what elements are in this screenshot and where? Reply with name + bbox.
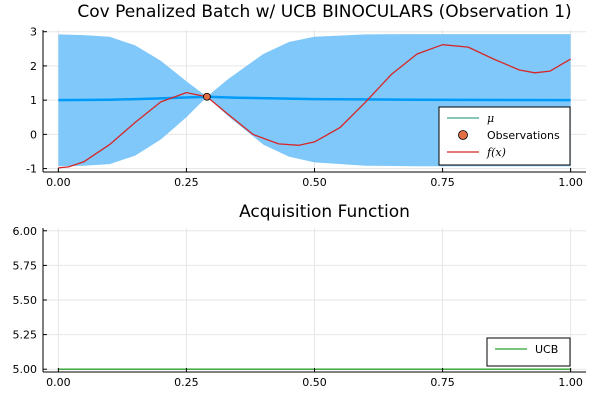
legend-box — [486, 337, 571, 367]
chart-title: Cov Penalized Batch w/ UCB BINOCULARS (O… — [77, 2, 571, 22]
y-tick-label: 6.00 — [13, 225, 38, 238]
chart-panel-1: Cov Penalized Batch w/ UCB BINOCULARS (O… — [26, 2, 586, 189]
y-tick-label: 5.50 — [13, 294, 38, 307]
y-tick-label: 5.00 — [13, 363, 38, 376]
y-tick-label: 3 — [30, 26, 37, 39]
y-tick-label: 0 — [30, 128, 37, 141]
legend: μ Observations f(x) — [438, 106, 571, 166]
x-tick-label: 0.00 — [46, 376, 71, 389]
series-line-1 — [58, 95, 571, 102]
y-tick-label: 5.25 — [13, 329, 38, 342]
x-tick-label: 0.75 — [430, 376, 455, 389]
series-line-2 — [58, 44, 571, 169]
x-tick-label: 1.00 — [558, 176, 583, 189]
chart-panel-2: Acquisition Function 0.00 0.25 0.50 0.75 1.00… — [13, 202, 586, 389]
x-tick-label: 0.25 — [174, 376, 199, 389]
x-tick-label: 0.50 — [302, 176, 327, 189]
legend-label: UCB — [535, 343, 558, 356]
x-tick-label: 0.25 — [174, 176, 199, 189]
x-tick-label: 0.50 — [302, 376, 327, 389]
y-tick-label: -1 — [26, 163, 37, 176]
x-tick-label: 0.75 — [430, 176, 455, 189]
x-tick-label: 0.00 — [46, 176, 71, 189]
y-tick-label: 5.75 — [13, 259, 38, 272]
legend-label: Observations — [487, 129, 560, 142]
legend-marker-swatch — [458, 130, 468, 140]
x-tick-label: 1.00 — [558, 376, 583, 389]
observation-point — [203, 92, 211, 101]
legend: UCB — [486, 337, 571, 367]
y-tick-label: 1 — [30, 94, 37, 107]
legend-label: μ — [487, 112, 494, 125]
chart-title: Acquisition Function — [239, 202, 410, 222]
legend-label: f(x) — [486, 146, 506, 159]
y-tick-label: 2 — [30, 60, 37, 73]
